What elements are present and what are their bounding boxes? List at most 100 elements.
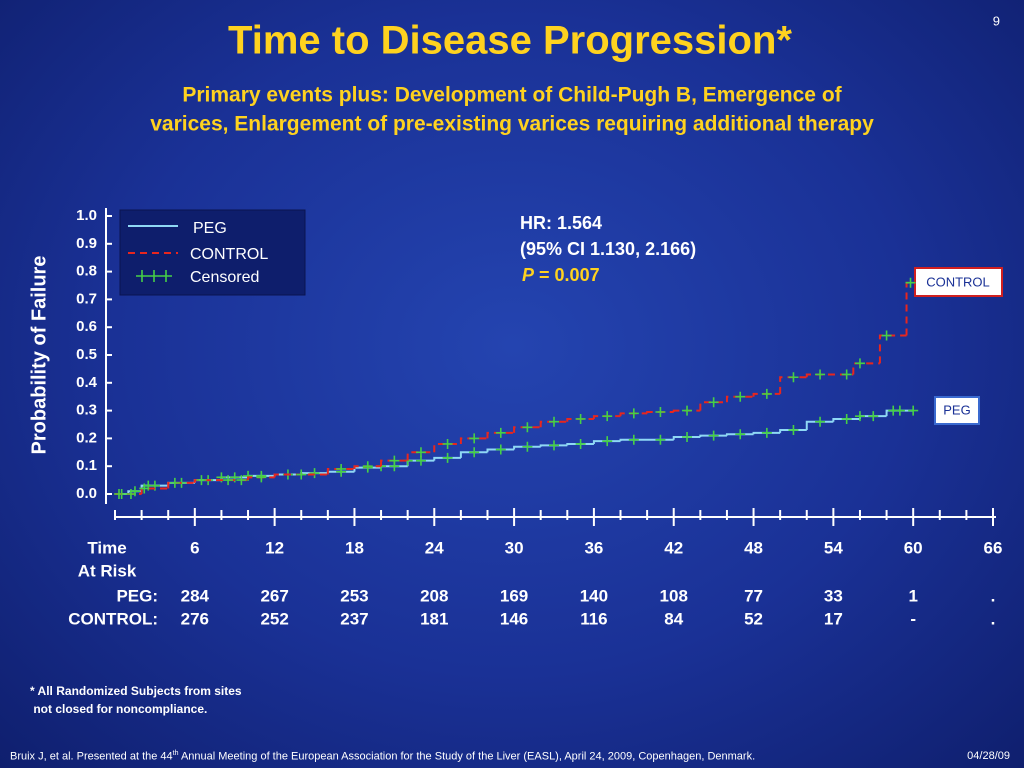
y-tick-label: 0.3 — [76, 402, 97, 419]
y-tick-label: 0.7 — [76, 290, 97, 307]
censored-mark — [815, 416, 826, 427]
censored-mark — [415, 447, 426, 458]
censored-mark — [815, 369, 826, 380]
censored-mark — [223, 475, 234, 486]
censored-mark — [415, 455, 426, 466]
risk-value: 116 — [580, 609, 607, 628]
censored-mark — [296, 469, 307, 480]
chart-title: Time to Disease Progression* — [228, 19, 792, 63]
censored-mark — [522, 422, 533, 433]
p-value: P = 0.007 — [522, 265, 600, 285]
censored-mark — [788, 372, 799, 383]
censored-mark — [236, 475, 247, 486]
risk-row-label: CONTROL: — [68, 609, 158, 628]
censored-mark — [894, 405, 905, 416]
censored-mark — [655, 434, 666, 445]
censored-mark — [628, 434, 639, 445]
legend-label: Censored — [190, 269, 259, 286]
step-segment — [725, 395, 754, 403]
y-tick-label: 0.0 — [76, 485, 97, 502]
censored-mark — [125, 489, 136, 499]
risk-value: . — [991, 586, 996, 605]
censored-mark — [708, 430, 719, 441]
date: 04/28/09 — [967, 750, 1010, 762]
step-segment — [167, 481, 195, 489]
p-symbol: P — [522, 265, 535, 285]
step-segment — [592, 415, 621, 419]
step-segment — [878, 334, 907, 364]
legend-censored-glyph — [160, 270, 172, 282]
citation: Bruix J, et al. Presented at the 44th An… — [10, 750, 755, 763]
risk-value: 140 — [580, 586, 608, 605]
censored-mark — [469, 447, 480, 458]
censored-mark — [256, 472, 267, 483]
risk-value: 108 — [660, 586, 688, 605]
step-segment — [459, 437, 488, 444]
subtitle: varices, Enlargement of pre-existing var… — [150, 113, 874, 136]
footnote: * All Randomized Subjects from sites — [30, 684, 242, 698]
y-axis-label: Probability of Failure — [28, 256, 50, 455]
y-tick-label: 0.4 — [76, 374, 98, 391]
censored-mark — [908, 405, 919, 416]
censored-mark — [708, 397, 719, 408]
step-segment — [672, 409, 701, 412]
y-tick-label: 0.5 — [76, 346, 97, 363]
step-segment — [273, 473, 328, 478]
censored-mark — [196, 475, 207, 486]
censored-mark — [868, 411, 879, 422]
step-segment — [539, 420, 568, 428]
step-segment — [380, 459, 408, 467]
risk-value: . — [991, 609, 996, 628]
censored-mark — [655, 406, 666, 417]
citation-text: Annual Meeting of the European Associati… — [178, 750, 756, 763]
y-tick-label: 0.2 — [76, 429, 97, 446]
legend-censored-glyph — [136, 270, 148, 282]
risk-value: 33 — [824, 586, 843, 605]
x-tick-label: 42 — [664, 538, 683, 557]
risk-row-label: PEG: — [116, 586, 158, 605]
x-tick-label: 24 — [425, 538, 444, 557]
risk-value: 77 — [744, 586, 763, 605]
censored-mark — [841, 369, 852, 380]
censored-mark — [682, 405, 693, 416]
censored-mark — [469, 433, 480, 444]
step-segment — [852, 362, 880, 375]
x-tick-label: 48 — [744, 538, 763, 557]
censored-mark — [336, 463, 347, 474]
censored-mark — [113, 489, 124, 499]
y-tick-label: 0.1 — [76, 457, 97, 474]
censored-mark — [735, 391, 746, 402]
risk-value: 146 — [500, 609, 528, 628]
x-tick-label: 54 — [824, 538, 843, 557]
censored-mark — [139, 483, 150, 494]
step-segment — [513, 426, 541, 433]
risk-value: 1 — [908, 586, 917, 605]
censored-mark — [854, 411, 865, 422]
censored-mark — [169, 477, 180, 488]
risk-title: At Risk — [78, 561, 137, 580]
x-tick-label: 30 — [505, 538, 524, 557]
y-tick-label: 0.6 — [76, 318, 97, 335]
censored-mark — [575, 438, 586, 449]
censored-mark — [788, 425, 799, 436]
x-tick-label: 66 — [984, 538, 1003, 557]
step-segment — [619, 412, 648, 417]
censored-mark — [854, 358, 865, 369]
legend-label: PEG — [193, 220, 227, 237]
x-tick-label: 12 — [265, 538, 284, 557]
step-segment — [486, 431, 515, 439]
legend-censored-glyph — [148, 270, 160, 282]
risk-value: - — [910, 609, 916, 628]
risk-value: 84 — [664, 609, 683, 628]
x-tick-label: 36 — [584, 538, 603, 557]
censored-mark — [881, 330, 892, 341]
step-segment — [805, 373, 854, 378]
censored-mark — [495, 444, 506, 455]
citation-sup: th — [172, 750, 179, 757]
x-axis-label: Time — [87, 538, 126, 557]
censored-mark — [841, 413, 852, 424]
step-segment — [566, 417, 594, 422]
censored-mark — [549, 416, 559, 427]
footnote: not closed for noncompliance. — [30, 702, 207, 716]
